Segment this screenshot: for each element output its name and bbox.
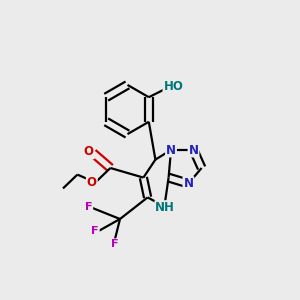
Text: F: F xyxy=(111,239,118,249)
Text: NH: NH xyxy=(155,201,175,214)
Text: N: N xyxy=(188,143,199,157)
Text: N: N xyxy=(183,177,194,190)
Text: F: F xyxy=(85,202,92,212)
Text: O: O xyxy=(84,145,94,158)
Text: O: O xyxy=(87,176,97,189)
Text: F: F xyxy=(91,226,99,236)
Text: HO: HO xyxy=(164,80,183,93)
Text: N: N xyxy=(166,143,176,157)
